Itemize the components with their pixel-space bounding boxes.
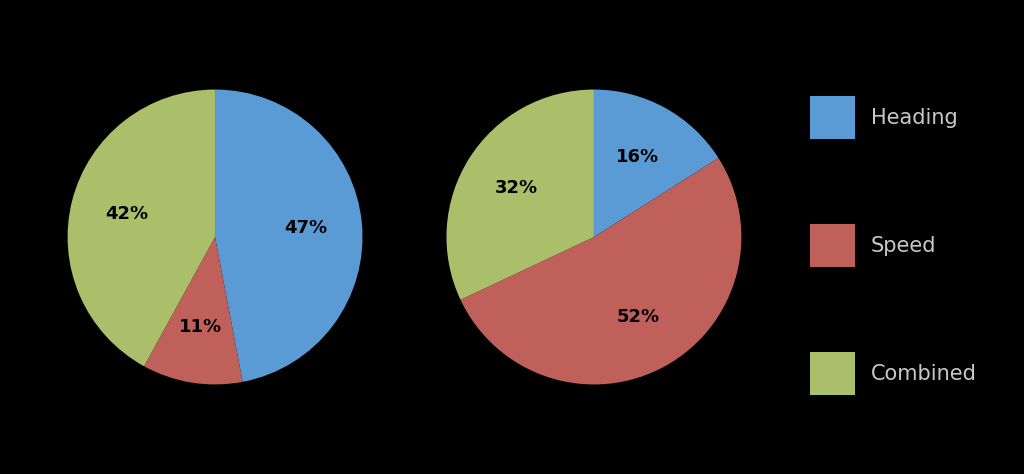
Text: 47%: 47% <box>285 219 328 237</box>
FancyBboxPatch shape <box>810 224 855 267</box>
Text: 11%: 11% <box>179 319 222 336</box>
Text: 32%: 32% <box>496 179 539 197</box>
Wedge shape <box>446 90 594 300</box>
FancyBboxPatch shape <box>810 96 855 139</box>
Wedge shape <box>144 237 243 384</box>
Text: 16%: 16% <box>616 148 659 166</box>
Wedge shape <box>594 90 719 237</box>
Wedge shape <box>461 158 741 384</box>
Text: 42%: 42% <box>104 205 148 223</box>
FancyBboxPatch shape <box>810 352 855 395</box>
Text: Speed: Speed <box>870 236 936 255</box>
Text: Combined: Combined <box>870 364 977 383</box>
Wedge shape <box>215 90 362 382</box>
Text: 52%: 52% <box>616 308 659 326</box>
Wedge shape <box>68 90 215 366</box>
Text: Heading: Heading <box>870 108 957 128</box>
